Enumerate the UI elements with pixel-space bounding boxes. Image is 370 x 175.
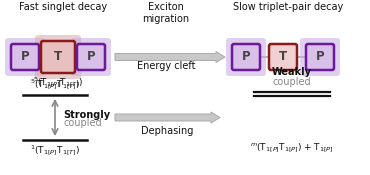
FancyArrow shape — [115, 51, 225, 62]
Text: Exciton
migration: Exciton migration — [142, 2, 189, 24]
FancyArrow shape — [115, 112, 220, 123]
FancyBboxPatch shape — [300, 38, 340, 76]
Text: Fast singlet decay: Fast singlet decay — [19, 2, 107, 12]
FancyBboxPatch shape — [232, 44, 260, 70]
Text: Strongly: Strongly — [63, 110, 110, 120]
Text: coupled: coupled — [273, 77, 311, 87]
Text: coupled: coupled — [63, 117, 102, 128]
FancyBboxPatch shape — [269, 44, 297, 70]
Text: P: P — [21, 51, 29, 64]
FancyBboxPatch shape — [5, 38, 45, 76]
Text: P: P — [242, 51, 250, 64]
Text: Dephasing: Dephasing — [141, 125, 193, 135]
Text: T: T — [54, 51, 62, 64]
Text: P: P — [316, 51, 324, 64]
Text: P: P — [87, 51, 95, 64]
FancyBboxPatch shape — [226, 38, 266, 76]
Text: Energy cleft: Energy cleft — [137, 61, 195, 71]
FancyBboxPatch shape — [71, 38, 111, 76]
FancyBboxPatch shape — [11, 44, 39, 70]
Text: $^1$(T$_{1[P]}$T$_{1[T]}$): $^1$(T$_{1[P]}$T$_{1[T]}$) — [30, 143, 80, 158]
FancyBboxPatch shape — [306, 44, 334, 70]
Text: Weakly: Weakly — [272, 67, 312, 77]
Text: T: T — [279, 51, 287, 64]
FancyBboxPatch shape — [77, 44, 105, 70]
Text: $^5$(T$_{1[P]}$T$_{1[T]}$): $^5$(T$_{1[P]}$T$_{1[T]}$) — [30, 77, 80, 92]
FancyBboxPatch shape — [35, 35, 81, 79]
FancyBboxPatch shape — [41, 41, 75, 73]
Text: Slow triplet-pair decay: Slow triplet-pair decay — [233, 2, 343, 12]
Text: $^5$(T$_{1[P]}$T$_{1[T]}$): $^5$(T$_{1[P]}$T$_{1[T]}$) — [33, 75, 83, 90]
Text: $^m$(T$_{1[P]}$T$_{1[P]}$) + T$_{1[P]}$: $^m$(T$_{1[P]}$T$_{1[P]}$) + T$_{1[P]}$ — [250, 142, 334, 155]
